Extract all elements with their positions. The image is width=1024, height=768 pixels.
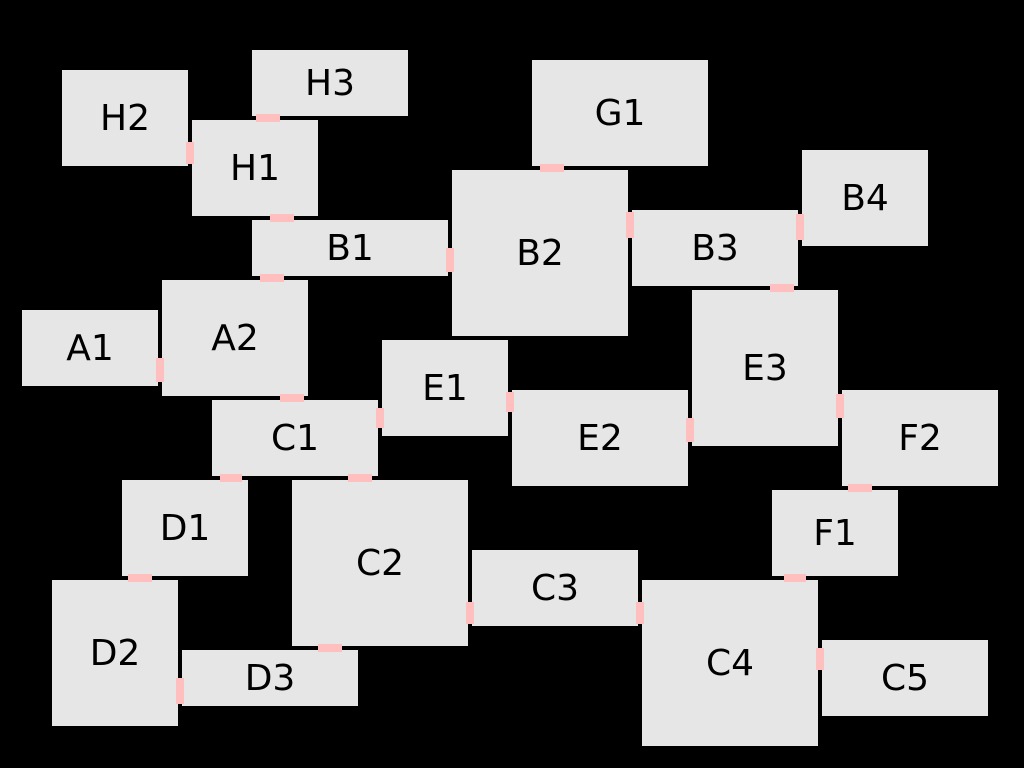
room-a1: A1 — [22, 310, 158, 386]
door-b2-b3 — [626, 212, 634, 238]
door-a2-c1 — [280, 394, 304, 402]
door-c3-c4 — [636, 602, 644, 624]
room-g1: G1 — [532, 60, 708, 166]
door-d2-d3 — [176, 678, 184, 704]
door-c1-c2 — [348, 474, 372, 482]
door-h3-h1 — [256, 114, 280, 122]
room-c1: C1 — [212, 400, 378, 476]
door-b3-e3 — [770, 284, 794, 292]
room-h1: H1 — [192, 120, 318, 216]
room-c3: C3 — [472, 550, 638, 626]
door-h1-b1 — [270, 214, 294, 222]
door-c1-d1 — [220, 474, 242, 482]
door-f2-f1 — [848, 484, 872, 492]
room-h2: H2 — [62, 70, 188, 166]
room-b1: B1 — [252, 220, 448, 276]
door-e3-f2 — [836, 394, 844, 418]
door-f1-c4 — [784, 574, 806, 582]
room-d3: D3 — [182, 650, 358, 706]
room-f2: F2 — [842, 390, 998, 486]
room-d1: D1 — [122, 480, 248, 576]
door-d1-d2 — [128, 574, 152, 582]
door-c1-e1 — [376, 408, 384, 428]
room-c4: C4 — [642, 580, 818, 746]
door-a1-a2 — [156, 358, 164, 382]
door-b1-a2 — [260, 274, 284, 282]
room-e3: E3 — [692, 290, 838, 446]
room-a2: A2 — [162, 280, 308, 396]
room-e2: E2 — [512, 390, 688, 486]
room-d2: D2 — [52, 580, 178, 726]
room-c2: C2 — [292, 480, 468, 646]
door-c2-c3 — [466, 602, 474, 624]
room-b3: B3 — [632, 210, 798, 286]
door-e2-e3 — [686, 418, 694, 442]
door-b3-b4 — [796, 214, 804, 240]
door-e1-e2 — [506, 392, 514, 412]
room-e1: E1 — [382, 340, 508, 436]
room-b2: B2 — [452, 170, 628, 336]
room-h3: H3 — [252, 50, 408, 116]
door-h2-h1 — [186, 142, 194, 164]
door-c2-d3 — [318, 644, 342, 652]
door-c4-c5 — [816, 648, 824, 670]
room-b4: B4 — [802, 150, 928, 246]
room-c5: C5 — [822, 640, 988, 716]
room-f1: F1 — [772, 490, 898, 576]
door-b1-b2 — [446, 248, 454, 272]
door-g1-b2 — [540, 164, 564, 172]
